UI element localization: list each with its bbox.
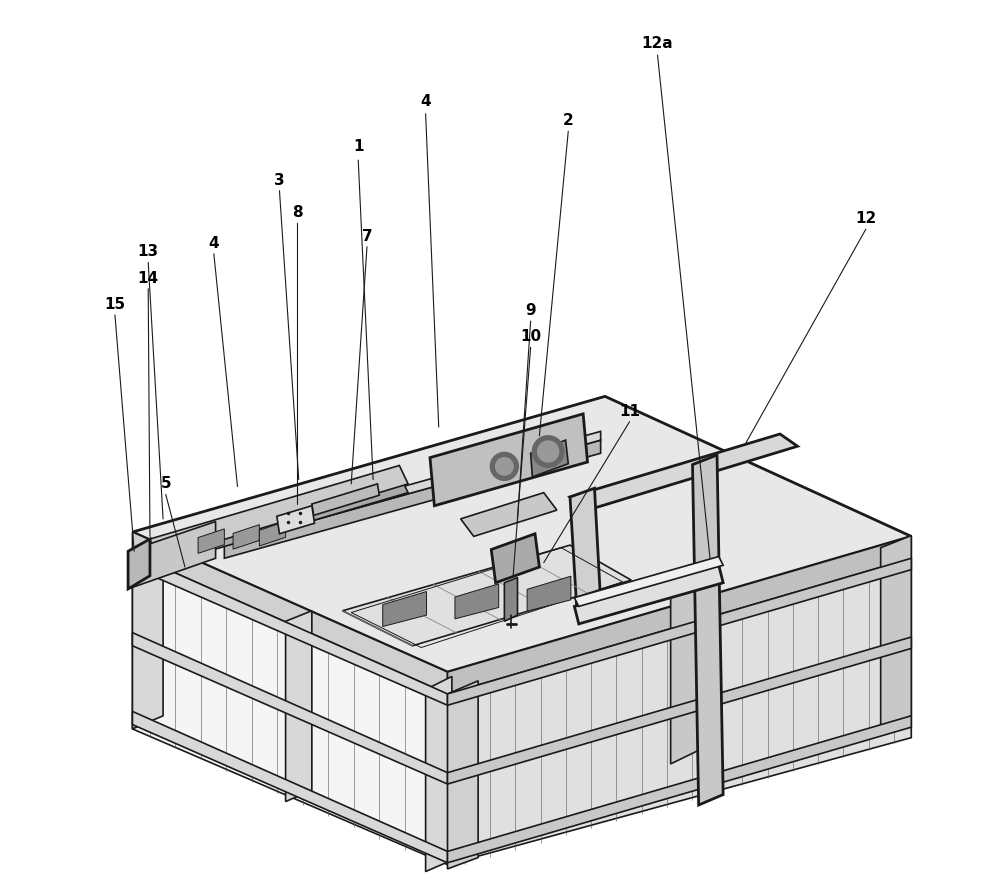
- Polygon shape: [455, 584, 499, 619]
- Polygon shape: [259, 522, 286, 546]
- Polygon shape: [198, 529, 224, 553]
- Text: 4: 4: [420, 94, 431, 109]
- Polygon shape: [312, 484, 379, 516]
- Polygon shape: [570, 434, 798, 510]
- Polygon shape: [447, 558, 911, 865]
- Text: 8: 8: [292, 205, 302, 220]
- Polygon shape: [447, 536, 911, 694]
- Polygon shape: [342, 545, 631, 645]
- Text: 1: 1: [353, 140, 363, 155]
- Polygon shape: [132, 396, 911, 672]
- Text: 12a: 12a: [642, 36, 673, 52]
- Polygon shape: [693, 455, 723, 805]
- Polygon shape: [224, 440, 601, 558]
- Text: 3: 3: [274, 172, 285, 188]
- Polygon shape: [150, 466, 408, 560]
- Polygon shape: [383, 591, 426, 627]
- Text: 14: 14: [138, 271, 159, 285]
- Polygon shape: [881, 535, 911, 729]
- Polygon shape: [132, 554, 447, 865]
- Polygon shape: [527, 576, 571, 612]
- Polygon shape: [447, 637, 911, 784]
- Polygon shape: [132, 554, 447, 705]
- Text: 11: 11: [619, 404, 640, 419]
- Polygon shape: [491, 533, 539, 583]
- Polygon shape: [233, 525, 259, 549]
- Polygon shape: [426, 677, 452, 871]
- Text: 9: 9: [525, 303, 536, 318]
- Circle shape: [532, 436, 564, 468]
- Text: 5: 5: [160, 477, 171, 492]
- Polygon shape: [132, 532, 447, 694]
- Polygon shape: [150, 475, 408, 567]
- Polygon shape: [447, 681, 478, 869]
- Polygon shape: [461, 493, 557, 536]
- Text: 12: 12: [855, 212, 876, 226]
- Polygon shape: [128, 539, 150, 589]
- Polygon shape: [574, 557, 723, 606]
- Polygon shape: [430, 414, 588, 506]
- Polygon shape: [128, 522, 216, 589]
- Text: 13: 13: [138, 244, 159, 260]
- Polygon shape: [224, 431, 601, 545]
- Polygon shape: [504, 578, 518, 621]
- Text: 7: 7: [362, 228, 372, 244]
- Text: 2: 2: [563, 113, 574, 128]
- Circle shape: [490, 453, 518, 480]
- Text: 10: 10: [520, 329, 541, 344]
- Polygon shape: [671, 569, 701, 764]
- Polygon shape: [132, 711, 447, 863]
- Polygon shape: [570, 488, 601, 613]
- Polygon shape: [447, 716, 911, 863]
- Text: 15: 15: [104, 297, 126, 312]
- Polygon shape: [286, 611, 312, 802]
- Polygon shape: [447, 558, 911, 705]
- Polygon shape: [277, 506, 314, 533]
- Polygon shape: [531, 440, 568, 477]
- Polygon shape: [132, 541, 163, 729]
- Polygon shape: [574, 565, 723, 624]
- Polygon shape: [132, 633, 447, 784]
- Circle shape: [538, 441, 559, 462]
- Circle shape: [496, 458, 513, 475]
- Text: 4: 4: [209, 236, 219, 251]
